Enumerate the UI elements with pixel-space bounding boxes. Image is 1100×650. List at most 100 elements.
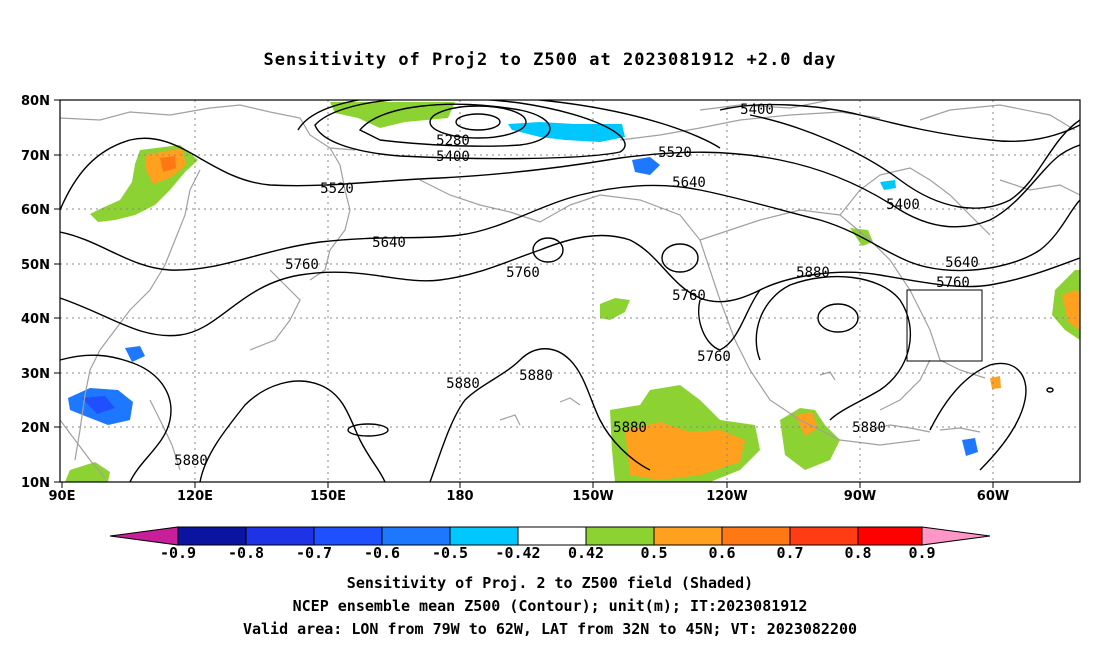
- contour-5520: [60, 137, 1080, 228]
- lon-label: 90E: [49, 489, 76, 504]
- contour-label: 5880: [852, 420, 886, 436]
- colorbar-bin: [721, 526, 791, 546]
- contour-5880-mid: [429, 348, 651, 482]
- colorbar-tick: -0.42: [495, 544, 540, 562]
- shade-cyan-atlantic: [962, 438, 978, 456]
- contour-label: 5880: [446, 376, 480, 392]
- contour-label: 5520: [320, 181, 354, 197]
- lon-labels: 90E 120E 150E 180 150W 120W 90W 60W: [49, 489, 1010, 504]
- shade-green-mexico: [780, 408, 840, 470]
- contour-label: 5640: [945, 255, 979, 271]
- lon-label: 90W: [844, 489, 876, 504]
- coastlines: [60, 100, 1080, 479]
- contour-low-bc: [661, 243, 699, 273]
- contour-5880-atl: [929, 362, 1027, 471]
- sensitivity-shading: [65, 102, 1080, 482]
- contour-tiny: [1046, 387, 1054, 393]
- lon-label: 120W: [706, 489, 747, 504]
- lat-label: 30N: [21, 367, 50, 382]
- colorbar-bin: [449, 526, 519, 546]
- contour-high: [817, 303, 859, 333]
- lat-label: 60N: [21, 203, 50, 218]
- contour-low-ring: [429, 105, 527, 139]
- colorbar-tick: 0.7: [776, 544, 803, 562]
- contour-5880-west: [199, 380, 386, 482]
- contour-label: 5280: [436, 133, 470, 149]
- contour-5760: [60, 234, 761, 337]
- colorbar-tick: -0.8: [228, 544, 264, 562]
- colorbar-tick: -0.9: [160, 544, 196, 562]
- colorbar-bin: [245, 526, 315, 546]
- colorbar-tick: 0.8: [844, 544, 871, 562]
- contour-label: 5760: [936, 275, 970, 291]
- shade-green-pacific: [600, 298, 630, 320]
- lat-label: 70N: [21, 149, 50, 164]
- contour-label: 5760: [672, 288, 706, 304]
- contour-label-layer: 5280 5400 5400 5400 5520 5520 5640 5640 …: [174, 102, 979, 469]
- contour-5880-sw: [60, 354, 172, 482]
- shade-orange-east: [1062, 290, 1080, 330]
- colorbar-bin: [857, 526, 923, 546]
- colorbar-bin: [313, 526, 383, 546]
- lat-label: 10N: [21, 476, 50, 491]
- graticule: [60, 100, 1080, 482]
- contour-label: 5400: [886, 197, 920, 213]
- lat-labels: 80N 70N 60N 50N 40N 30N 20N 10N: [21, 94, 50, 491]
- lat-label: 50N: [21, 258, 50, 273]
- lon-label: 150E: [310, 489, 346, 504]
- contour-5280: [358, 103, 551, 147]
- plot-title: Sensitivity of Proj2 to Z500 at 20230819…: [263, 50, 837, 70]
- colorbar-tick: -0.5: [432, 544, 468, 562]
- colorbar-tick: 0.6: [708, 544, 735, 562]
- shade-cyan-arctic: [508, 122, 625, 142]
- lat-label: 40N: [21, 312, 50, 327]
- lat-label: 80N: [21, 94, 50, 109]
- colorbar: [109, 526, 991, 546]
- contour-5400-s: [749, 114, 1080, 209]
- colorbar-ticks: -0.9 -0.8 -0.7 -0.6 -0.5 -0.42 0.42 0.5 …: [160, 544, 936, 562]
- contour-label: 5880: [174, 453, 208, 469]
- colorbar-bin: [177, 526, 247, 546]
- colorbar-tick: -0.6: [364, 544, 400, 562]
- contour-label: 5640: [372, 235, 406, 251]
- colorbar-bin: [789, 526, 859, 546]
- contour-label: 5880: [796, 265, 830, 281]
- caption-line-3: Valid area: LON from 79W to 62W, LAT fro…: [242, 620, 858, 638]
- colorbar-tick: 0.5: [640, 544, 667, 562]
- lon-label: 60W: [977, 489, 1009, 504]
- colorbar-bin: [381, 526, 451, 546]
- contour-label: 5520: [658, 145, 692, 161]
- colorbar-max-triangle: [921, 526, 991, 546]
- shade-dkblue-west: [82, 396, 115, 414]
- shade-cyan-small1: [125, 346, 145, 362]
- contour-label: 5760: [506, 265, 540, 281]
- axis-ticks: [54, 99, 994, 488]
- lon-label: 120E: [177, 489, 213, 504]
- shade-orange-small-atl: [990, 376, 1001, 389]
- colorbar-tick: -0.7: [296, 544, 332, 562]
- contour-5880-east: [755, 275, 912, 421]
- shade-orange-mexico: [795, 412, 818, 436]
- contour-label: 5400: [740, 102, 774, 118]
- contour-5640: [60, 184, 1080, 272]
- contour-label: 5760: [285, 257, 319, 273]
- shade-dkorange-kamchatka: [160, 156, 176, 172]
- contour-low-outer: [297, 100, 721, 149]
- caption-line-1: Sensitivity of Proj. 2 to Z500 field (Sh…: [346, 574, 754, 592]
- shade-green-arctic: [330, 102, 455, 128]
- z500-contours: [60, 100, 1080, 482]
- contour-label: 5760: [697, 349, 731, 365]
- colorbar-bin: [653, 526, 723, 546]
- contour-label: 5640: [672, 175, 706, 191]
- lon-label: 150W: [572, 489, 613, 504]
- map-frame: [59, 99, 1081, 483]
- contour-small-pac: [347, 423, 389, 437]
- contour-5760-mid: [698, 257, 1080, 351]
- colorbar-min-triangle: [109, 526, 179, 546]
- colorbar-tick: 0.42: [568, 544, 604, 562]
- shade-orange-big: [625, 422, 745, 480]
- shade-blue-pacific: [632, 157, 660, 175]
- lat-label: 20N: [21, 421, 50, 436]
- colorbar-tick: 0.9: [908, 544, 935, 562]
